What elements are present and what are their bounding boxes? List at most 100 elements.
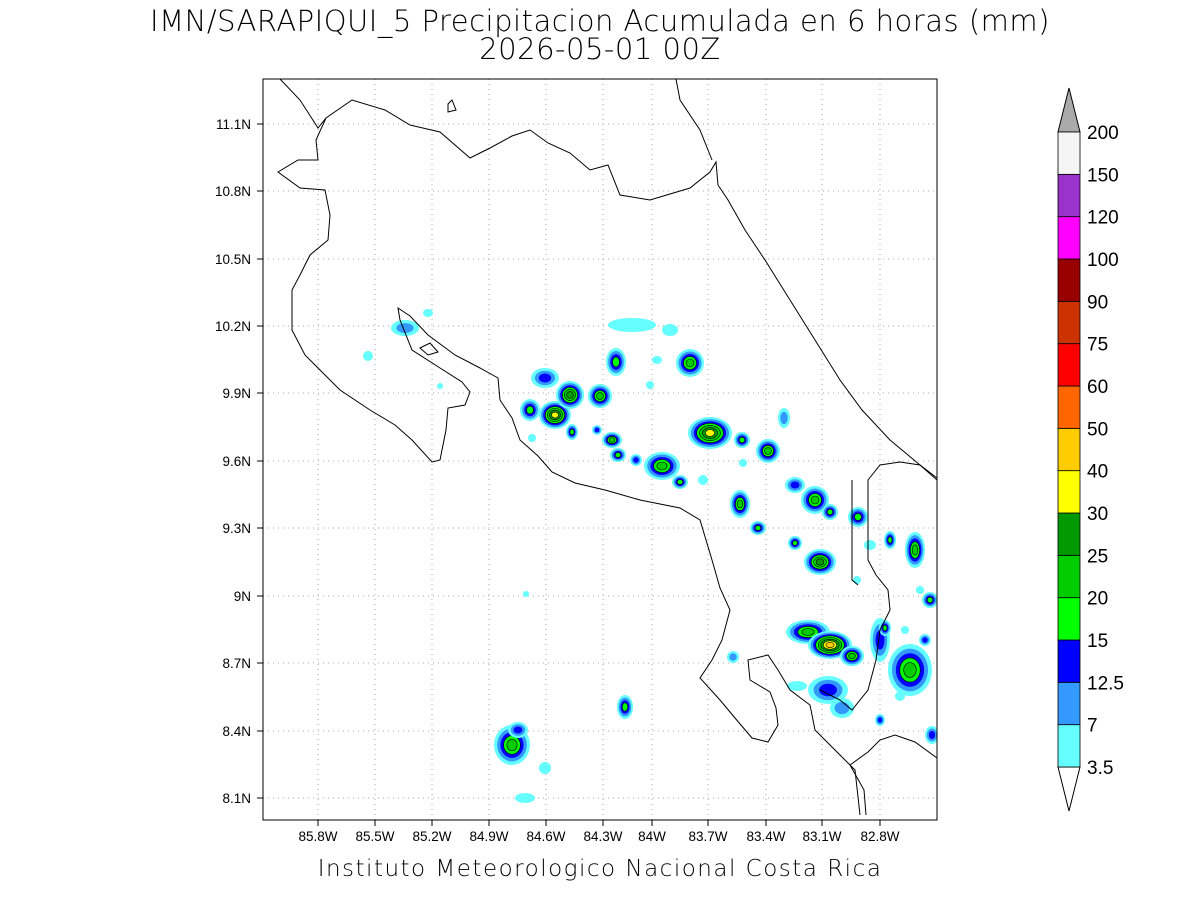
lon-tick-label: 85.5W	[355, 829, 394, 844]
border-panama	[851, 480, 859, 586]
coastlines	[277, 79, 937, 816]
precip-cell	[739, 459, 747, 467]
precip-cell	[801, 486, 829, 514]
lon-tick-label: 84.3W	[583, 829, 622, 844]
precip-cell	[822, 504, 838, 520]
precip-cell	[925, 726, 937, 744]
legend-over-arrow	[1057, 87, 1081, 133]
precip-cell	[508, 722, 528, 738]
lat-tick-label: 11.1N	[216, 117, 251, 132]
precip-cell	[531, 368, 559, 388]
precip-cell	[895, 691, 905, 701]
precip-cell	[630, 454, 642, 466]
precip-cell	[916, 586, 924, 594]
northern-coastline	[279, 79, 719, 201]
precip-cell	[853, 576, 861, 584]
osa-peninsula-coast	[819, 461, 937, 711]
map-timestamp: 2026-05-01 00Z	[479, 32, 721, 66]
precip-cell	[606, 348, 626, 376]
color-legend: 3.5 7 12.5 15 20 25 30 40 50 60 75 90 100 120 150 200	[1057, 87, 1124, 812]
precip-cell	[884, 531, 896, 549]
precip-cell	[662, 324, 678, 336]
precip-cell	[808, 631, 852, 659]
precip-cell	[778, 408, 790, 428]
legend-level-label: 7	[1087, 716, 1098, 737]
lat-tick-label: 9.9N	[222, 386, 251, 401]
legend-level-label: 100	[1087, 250, 1119, 271]
pacific-coastline	[277, 117, 861, 816]
precip-cell	[539, 401, 571, 429]
precip-cell	[756, 439, 780, 463]
lon-tick-label: 83.4W	[746, 829, 785, 844]
precip-cell	[515, 793, 535, 803]
legend-level-label: 120	[1087, 208, 1119, 229]
legend-swatch	[1057, 343, 1081, 387]
lon-tick-label: 84W	[638, 829, 666, 844]
map-title: IMN/SARAPIQUI_5 Precipitacion Acumulada …	[150, 4, 1050, 38]
precip-cell	[750, 521, 766, 535]
lon-tick-label: 82.8W	[860, 829, 899, 844]
precipitation-field	[363, 309, 937, 803]
precip-cell	[730, 490, 750, 518]
precip-cell	[423, 309, 433, 317]
precip-cell	[788, 536, 802, 550]
legend-swatch	[1057, 470, 1081, 514]
legend-swatch	[1057, 639, 1081, 683]
precip-cell	[592, 425, 602, 435]
lat-tick-label: 9.6N	[222, 454, 251, 469]
legend-level-label: 30	[1087, 504, 1108, 525]
legend-level-label: 12.5	[1087, 673, 1124, 694]
lat-tick-label: 10.2N	[215, 319, 251, 334]
legend-swatch	[1057, 554, 1081, 599]
legend-level-label: 150	[1087, 165, 1119, 186]
legend-swatch	[1057, 173, 1081, 218]
precip-cell	[830, 698, 854, 718]
lat-tick-label: 8.1N	[222, 791, 251, 806]
precip-cell	[919, 634, 931, 646]
lat-tick-label: 8.4N	[222, 724, 251, 739]
precip-cell	[840, 646, 864, 666]
lon-tick-label: 83.7W	[688, 829, 727, 844]
precip-cell	[588, 384, 612, 408]
legend-swatch	[1057, 258, 1081, 302]
precip-cell	[672, 475, 688, 489]
precip-cell	[688, 417, 732, 449]
lon-tick-label: 85.2W	[412, 829, 451, 844]
lat-tick-label: 10.5N	[215, 252, 251, 267]
precip-cell	[608, 318, 656, 332]
precip-cell	[787, 681, 807, 691]
precip-cell	[922, 592, 937, 608]
precip-cell	[520, 399, 540, 421]
legend-under-arrow	[1057, 766, 1081, 812]
legend-swatch	[1057, 131, 1081, 175]
small-island	[447, 99, 457, 113]
precip-cell	[698, 475, 708, 485]
legend-swatch	[1057, 300, 1081, 345]
axis-ticks: 85.8W 85.5W 85.2W 84.9W 84.6W 84.3W 84W 83.7W 83…	[215, 117, 900, 844]
legend-swatch	[1057, 681, 1081, 726]
lat-tick-label: 10.8N	[215, 184, 251, 199]
precip-cell	[848, 507, 868, 527]
precip-cell	[363, 351, 373, 361]
precip-cell	[808, 676, 848, 704]
legend-swatch	[1057, 597, 1081, 641]
burica-coast	[849, 734, 937, 816]
legend-swatch	[1057, 385, 1081, 429]
lon-tick-label: 84.9W	[469, 829, 508, 844]
precip-cell	[391, 320, 419, 336]
legend-level-label: 90	[1087, 292, 1108, 313]
lon-tick-label: 85.8W	[298, 829, 337, 844]
lon-tick-label: 84.6W	[526, 829, 565, 844]
precip-cell	[610, 448, 626, 462]
legend-level-label: 50	[1087, 419, 1108, 440]
precip-cell	[676, 349, 704, 377]
precip-cell	[617, 695, 633, 719]
lon-tick-label: 83.1W	[802, 829, 841, 844]
precip-cell	[556, 381, 584, 409]
gulf-island	[419, 342, 439, 356]
precip-cell	[804, 549, 836, 575]
plot-frame	[262, 78, 938, 821]
institution-footer: Instituto Meteorologico Nacional Costa R…	[317, 856, 883, 882]
lat-tick-label: 9N	[234, 589, 251, 604]
